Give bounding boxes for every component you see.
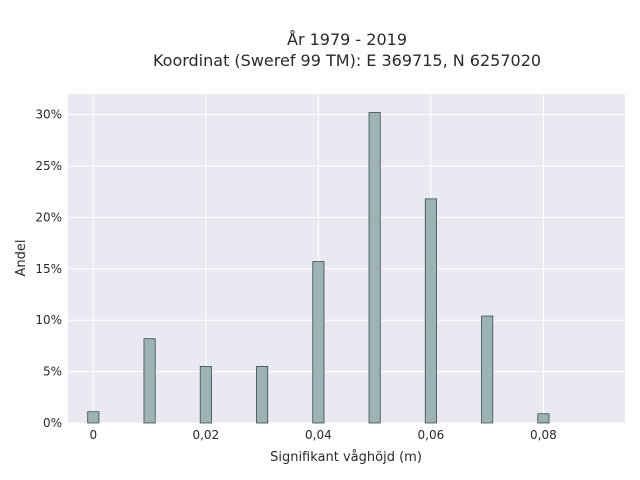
histogram-bar	[537, 413, 550, 424]
y-tick-label: 20%	[35, 210, 62, 224]
histogram-bar	[143, 338, 156, 424]
bars	[87, 112, 550, 424]
y-tick-label: 10%	[35, 313, 62, 327]
x-tick-label: 0,02	[192, 428, 219, 442]
histogram-bar	[368, 112, 381, 424]
x-tick-label: 0,08	[530, 428, 557, 442]
histogram-bar	[424, 198, 437, 424]
chart-title-line-1: År 1979 - 2019	[287, 30, 407, 49]
y-tick-label: 15%	[35, 262, 62, 276]
y-tick-label: 25%	[35, 159, 62, 173]
plot-area	[68, 94, 625, 423]
y-tick-labels: 0% 5% 10% 15% 20% 25% 30%	[35, 108, 62, 430]
y-tick-label: 0%	[43, 416, 62, 430]
histogram-bar	[312, 261, 325, 424]
x-tick-label: 0,06	[418, 428, 445, 442]
x-tick-label: 0,04	[305, 428, 332, 442]
chart-title-line-2: Koordinat (Sweref 99 TM): E 369715, N 62…	[153, 51, 541, 70]
y-tick-label: 30%	[35, 108, 62, 122]
histogram-bar	[256, 366, 269, 424]
histogram-bar	[87, 411, 100, 424]
y-gridlines	[68, 114, 625, 424]
x-tick-label: 0	[89, 428, 97, 442]
y-axis-title: Andel	[14, 240, 29, 277]
y-tick-label: 5%	[43, 365, 62, 379]
histogram-bar	[199, 366, 212, 424]
x-tick-labels: 0 0,02 0,04 0,06 0,08	[89, 428, 556, 442]
histogram-bar	[481, 315, 494, 424]
x-axis-title: Signifikant våghöjd (m)	[270, 450, 422, 465]
